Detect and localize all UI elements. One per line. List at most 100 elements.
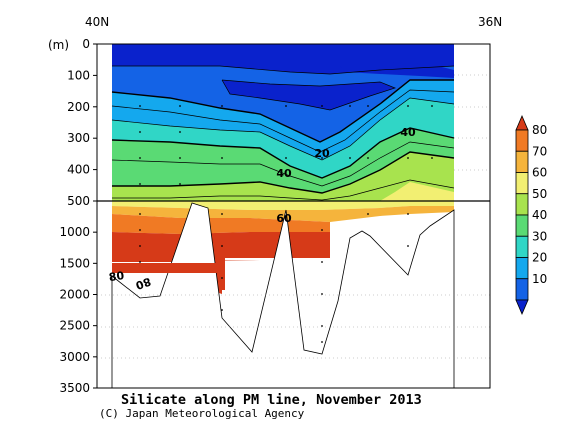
colorbar-label: 80 — [532, 123, 547, 137]
colorbar-label: 70 — [532, 144, 547, 158]
band-60-70 — [380, 182, 454, 201]
colorbar-segment — [515, 193, 529, 216]
station-dot — [321, 261, 323, 263]
station-dot — [321, 293, 323, 295]
contour-label: 40 — [400, 126, 416, 139]
chart-title: Silicate along PM line, November 2013 — [121, 392, 422, 408]
colorbar-segment — [515, 150, 529, 173]
station-dot — [139, 105, 141, 107]
y-tick-label: 200 — [67, 100, 90, 114]
colorbar-bottom-triangle — [515, 299, 529, 316]
plot-frame — [96, 43, 491, 389]
contour-line — [111, 79, 454, 143]
colorbar-label: 20 — [532, 251, 547, 265]
station-dot — [221, 277, 223, 279]
deep-blue-core — [222, 80, 395, 110]
station-dot — [139, 229, 141, 231]
station-dot — [139, 213, 141, 215]
station-dot — [407, 105, 409, 107]
station-dot — [367, 105, 369, 107]
station-dot — [349, 157, 351, 159]
station-dot — [221, 105, 223, 107]
y-unit: (m) — [48, 38, 69, 52]
y-tick-label: 3500 — [59, 381, 90, 395]
seafloor-topography — [111, 202, 455, 389]
colorbar-segment — [515, 235, 529, 258]
contour-label: 20 — [314, 147, 330, 160]
contour-line — [111, 97, 455, 161]
contour-line — [112, 179, 455, 201]
station-dot — [221, 213, 223, 215]
station-dot — [285, 105, 287, 107]
station-dot — [139, 131, 141, 133]
y-tick-label: 3000 — [59, 350, 90, 364]
station-dot — [407, 157, 409, 159]
colorbar-label: 10 — [532, 272, 547, 286]
station-dot — [321, 229, 323, 231]
station-dot — [367, 157, 369, 159]
contour-label: 60 — [276, 212, 292, 225]
station-dot — [179, 157, 181, 159]
top-blue-tongue — [340, 62, 454, 78]
mask-left-gap — [112, 263, 222, 273]
station-dot — [407, 245, 409, 247]
credit: (C) Japan Meteorological Agency — [99, 407, 305, 420]
grid-dots — [97, 74, 490, 359]
station-dot — [221, 157, 223, 159]
colorbar-label: 50 — [532, 187, 547, 201]
colorbar-segment — [515, 129, 529, 152]
contour-label: 80 — [108, 269, 125, 284]
colorbar-label: 30 — [532, 229, 547, 243]
station-dot — [139, 183, 141, 185]
colorbar-label: 60 — [532, 166, 547, 180]
band-75-lower — [112, 214, 330, 234]
station-dot — [407, 213, 409, 215]
station-dot — [321, 105, 323, 107]
colorbar-segment — [515, 214, 529, 237]
contour-line — [112, 65, 455, 75]
contour-line — [111, 141, 455, 187]
colorbar: 80 70 60 50 40 30 20 10 — [515, 114, 547, 316]
colorbar-segment — [515, 257, 529, 280]
station-dot — [179, 131, 181, 133]
upper-contours — [111, 65, 455, 201]
y-tick-label: 2000 — [59, 288, 90, 302]
station-dot — [139, 157, 141, 159]
station-dot — [321, 341, 323, 343]
colorbar-segment — [515, 278, 529, 301]
station-dot — [179, 105, 181, 107]
x-label-left: 40N — [85, 15, 109, 29]
station-dot — [139, 261, 141, 263]
station-dot — [221, 309, 223, 311]
y-tick-label: 2500 — [59, 319, 90, 333]
colorbar-label: 40 — [532, 208, 547, 222]
station-dot — [139, 245, 141, 247]
contour-line — [111, 89, 455, 153]
station-dot — [349, 105, 351, 107]
contour-line — [221, 79, 397, 111]
contour-labels: 20 40 40 60 80 80 — [108, 126, 416, 292]
y-tick-label: 500 — [67, 194, 90, 208]
contour-line — [111, 127, 455, 179]
station-dot — [431, 105, 433, 107]
y-tick-label: 300 — [67, 131, 90, 145]
contour-label: 40 — [276, 167, 292, 180]
station-dot — [321, 157, 323, 159]
x-label-right: 36N — [478, 15, 502, 29]
y-tick-label: 1000 — [59, 225, 90, 239]
y-tick-label: 100 — [67, 68, 90, 82]
station-dot — [321, 325, 323, 327]
station-dot — [179, 183, 181, 185]
y-tick-label: 1500 — [59, 256, 90, 270]
station-dots — [139, 105, 433, 343]
station-dot — [221, 245, 223, 247]
contour-label: 80 — [133, 275, 152, 293]
band-50-60 — [112, 152, 454, 201]
colorbar-segment — [515, 172, 529, 195]
station-dot — [285, 157, 287, 159]
station-dot — [431, 157, 433, 159]
y-tick-label: 0 — [82, 37, 90, 51]
station-dot — [367, 213, 369, 215]
colorbar-top-triangle — [515, 114, 529, 131]
